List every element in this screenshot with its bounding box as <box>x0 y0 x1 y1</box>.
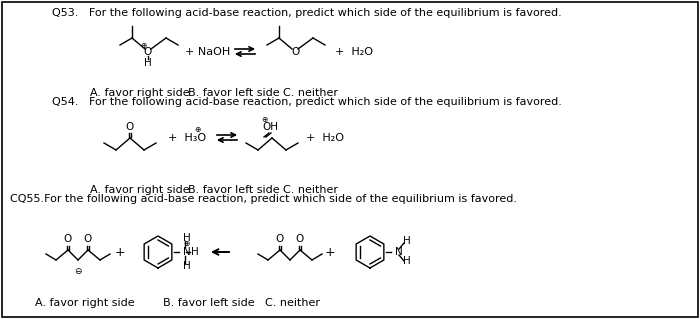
Text: O: O <box>276 234 284 244</box>
Text: H: H <box>403 256 411 266</box>
Text: +  H₃O: + H₃O <box>168 133 206 143</box>
Text: H: H <box>144 58 152 68</box>
Text: Q54.   For the following acid-base reaction, predict which side of the equilibri: Q54. For the following acid-base reactio… <box>52 97 562 107</box>
Text: CQ55.For the following acid-base reaction, predict which side of the equilibrium: CQ55.For the following acid-base reactio… <box>10 194 517 204</box>
Text: O: O <box>64 234 72 244</box>
Text: O: O <box>84 234 92 244</box>
Text: OH: OH <box>262 122 278 132</box>
Text: Q53.   For the following acid-base reaction, predict which side of the equilibri: Q53. For the following acid-base reactio… <box>52 8 561 18</box>
Text: H: H <box>183 233 190 243</box>
Text: H: H <box>403 236 411 246</box>
Text: A. favor right side: A. favor right side <box>90 88 190 98</box>
Text: ⊕: ⊕ <box>194 125 200 135</box>
Text: ⊕: ⊕ <box>140 41 146 50</box>
Text: O: O <box>144 47 152 57</box>
Text: B. favor left side: B. favor left side <box>188 185 279 195</box>
Text: C. neither: C. neither <box>283 88 338 98</box>
Text: O: O <box>296 234 304 244</box>
Text: B. favor left side: B. favor left side <box>188 88 279 98</box>
Text: ⊖: ⊖ <box>74 266 82 276</box>
Text: O: O <box>291 47 299 57</box>
Text: A. favor right side: A. favor right side <box>90 185 190 195</box>
Text: H: H <box>183 261 190 271</box>
Text: N: N <box>395 247 402 257</box>
Text: ⊕: ⊕ <box>261 115 267 123</box>
Text: H: H <box>191 247 199 257</box>
Text: B. favor left side: B. favor left side <box>163 298 255 308</box>
Text: ⊕: ⊕ <box>183 240 190 249</box>
Text: O: O <box>126 122 134 132</box>
Text: +  H₂O: + H₂O <box>306 133 344 143</box>
Text: N: N <box>183 247 190 257</box>
Text: A. favor right side: A. favor right side <box>35 298 134 308</box>
Text: + NaOH: + NaOH <box>185 47 230 57</box>
Text: C. neither: C. neither <box>265 298 320 308</box>
Text: +: + <box>115 246 125 258</box>
Text: +  H₂O: + H₂O <box>335 47 373 57</box>
Text: +: + <box>325 246 335 258</box>
Text: C. neither: C. neither <box>283 185 338 195</box>
